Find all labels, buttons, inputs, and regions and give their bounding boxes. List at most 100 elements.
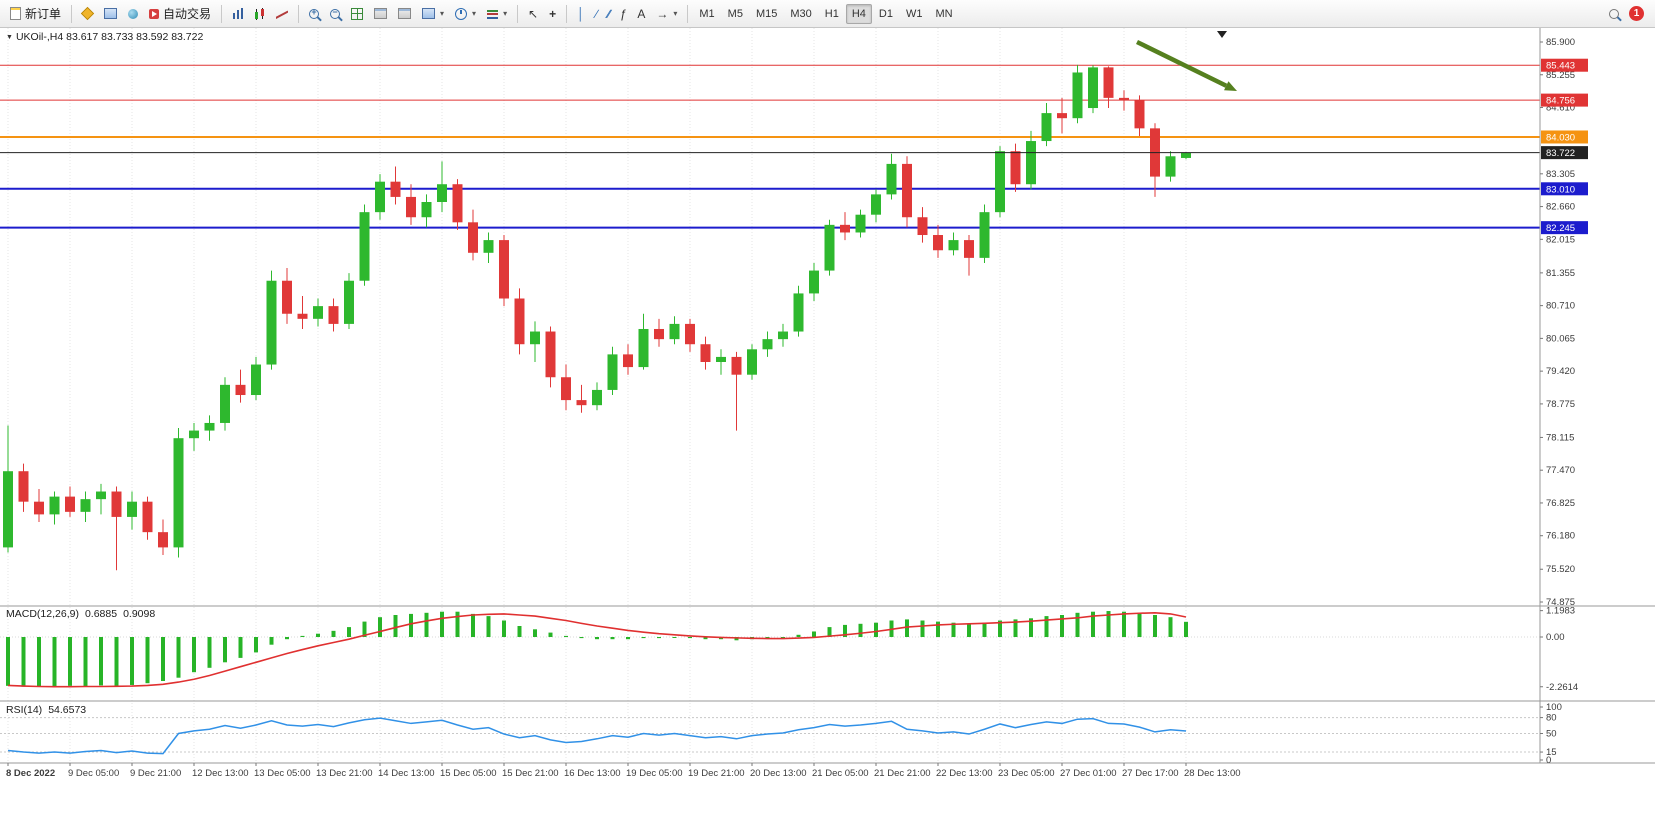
crosshair-tool-button[interactable]: + <box>544 3 561 25</box>
horizontal-lines-layer[interactable] <box>0 64 1540 229</box>
timeframe-m30-button[interactable]: M30 <box>784 4 817 24</box>
toolbar-separator <box>566 4 568 23</box>
zoom-out-button[interactable]: − <box>325 3 345 25</box>
candles-layer[interactable] <box>3 64 1191 571</box>
svg-text:81.355: 81.355 <box>1546 268 1575 279</box>
line-chart-icon <box>276 9 288 19</box>
chart-title: ▼ UKOil-,H4 83.617 83.733 83.592 83.722 <box>6 31 203 43</box>
toolbar-separator <box>517 4 519 23</box>
data-window-icon <box>104 8 118 19</box>
new-chart-icon <box>422 8 436 19</box>
chart-shift-marker-icon[interactable] <box>1217 31 1227 38</box>
svg-text:15 Dec 21:00: 15 Dec 21:00 <box>502 768 559 779</box>
arrange-windows-button[interactable] <box>393 3 416 25</box>
vertical-line-tool-button[interactable]: │ <box>572 3 590 25</box>
indicators-dropdown-button[interactable]: ▾ <box>482 3 512 25</box>
chart-title-text: UKOil-,H4 83.617 83.733 83.592 83.722 <box>15 31 204 43</box>
svg-text:1.1983: 1.1983 <box>1546 606 1575 617</box>
tile-windows-icon <box>351 7 364 20</box>
trendline-icon: ∕ <box>595 6 598 21</box>
fibonacci-tool-button[interactable]: ƒ <box>615 3 632 25</box>
svg-text:19 Dec 21:00: 19 Dec 21:00 <box>688 768 745 779</box>
price-tags: 85.443 84.756 84.030 83.722 83.010 82.245 <box>1541 58 1588 235</box>
cascade-windows-button[interactable] <box>369 3 392 25</box>
new-chart-button[interactable]: ▾ <box>417 3 449 25</box>
svg-text:84.610: 84.610 <box>1546 103 1575 114</box>
trendline-tool-button[interactable]: ∕ <box>591 3 603 25</box>
market-watch-button[interactable] <box>77 3 98 25</box>
macd-indicator-label: MACD(12,26,9) 0.6885 0.9098 <box>6 608 155 620</box>
chart-window[interactable]: 85.900 85.255 84.610 83.305 82.660 82.015 81.3… <box>0 28 1655 829</box>
zoom-in-button[interactable]: + <box>304 3 324 25</box>
crosshair-icon: + <box>549 6 557 21</box>
cursor-icon: ↖ <box>528 6 539 21</box>
zoom-in-icon: + <box>309 7 320 19</box>
data-window-button[interactable] <box>99 3 122 25</box>
macd-signal-value: 0.9098 <box>123 608 156 620</box>
rsi-indicator-label: RSI(14) 54.6573 <box>6 704 86 716</box>
svg-text:16 Dec 13:00: 16 Dec 13:00 <box>564 768 621 779</box>
toolbar-separator <box>71 4 73 23</box>
macd-axis[interactable]: 1.1983 0.00 -2.2614 <box>1540 606 1578 693</box>
svg-text:15 Dec 05:00: 15 Dec 05:00 <box>440 768 497 779</box>
svg-text:22 Dec 13:00: 22 Dec 13:00 <box>936 768 993 779</box>
time-axis[interactable]: 8 Dec 2022 9 Dec 05:00 9 Dec 21:00 12 Dec 1… <box>6 763 1241 779</box>
line-chart-button[interactable] <box>271 3 293 25</box>
chart-canvas[interactable]: 85.900 85.255 84.610 83.305 82.660 82.015 81.3… <box>0 28 1655 829</box>
svg-text:85.443: 85.443 <box>1546 61 1575 72</box>
svg-text:14 Dec 13:00: 14 Dec 13:00 <box>378 768 435 779</box>
timeframe-m5-button[interactable]: M5 <box>722 4 749 24</box>
trend-arrow[interactable] <box>1136 39 1228 88</box>
panel-separators[interactable] <box>0 28 1655 764</box>
shapes-tool-button[interactable]: → ▾ <box>651 3 682 25</box>
svg-text:83.722: 83.722 <box>1546 148 1575 159</box>
text-tool-button[interactable]: A <box>632 3 650 25</box>
svg-text:80.710: 80.710 <box>1546 301 1575 312</box>
svg-text:83.010: 83.010 <box>1546 184 1575 195</box>
bar-chart-icon <box>232 8 244 19</box>
channel-tool-button[interactable]: ∕∕ <box>604 3 614 25</box>
cursor-tool-button[interactable]: ↖ <box>523 3 543 25</box>
clock-icon <box>455 7 468 20</box>
indicators-icon <box>487 8 499 19</box>
candlestick-chart-button[interactable] <box>249 3 270 25</box>
svg-text:78.775: 78.775 <box>1546 399 1575 410</box>
svg-text:20 Dec 13:00: 20 Dec 13:00 <box>750 768 807 779</box>
svg-text:82.015: 82.015 <box>1546 234 1575 245</box>
timeframe-h1-button[interactable]: H1 <box>819 4 845 24</box>
svg-text:82.660: 82.660 <box>1546 202 1575 213</box>
tile-windows-button[interactable] <box>346 3 368 25</box>
new-order-button[interactable]: 新订单 <box>5 3 66 25</box>
toolbar-separator <box>687 4 689 23</box>
navigator-button[interactable] <box>123 3 143 25</box>
svg-text:-2.2614: -2.2614 <box>1546 682 1578 693</box>
svg-text:79.420: 79.420 <box>1546 366 1575 377</box>
annotations-layer[interactable] <box>1136 31 1237 91</box>
svg-text:75.520: 75.520 <box>1546 564 1575 575</box>
cascade-windows-icon <box>374 8 388 19</box>
period-dropdown-button[interactable]: ▾ <box>450 3 481 25</box>
notification-badge[interactable]: 1 <box>1629 6 1644 21</box>
auto-trading-icon <box>149 8 160 19</box>
price-axis[interactable]: 85.900 85.255 84.610 83.305 82.660 82.015 81.3… <box>1540 37 1575 608</box>
svg-text:9 Dec 21:00: 9 Dec 21:00 <box>130 768 181 779</box>
timeframe-m15-button[interactable]: M15 <box>750 4 783 24</box>
toolbar-separator <box>221 4 223 23</box>
timeframe-h4-button[interactable]: H4 <box>845 3 872 24</box>
auto-trading-button[interactable]: 自动交易 <box>144 3 216 25</box>
timeframe-w1-button[interactable]: W1 <box>900 4 929 24</box>
arrow-shape-icon: → <box>656 6 669 21</box>
svg-text:74.875: 74.875 <box>1546 597 1575 608</box>
timeframe-d1-button[interactable]: D1 <box>873 4 899 24</box>
timeframe-m1-button[interactable]: M1 <box>693 4 720 24</box>
text-tool-icon: A <box>637 6 646 21</box>
svg-text:76.825: 76.825 <box>1546 498 1575 509</box>
svg-text:13 Dec 21:00: 13 Dec 21:00 <box>316 768 373 779</box>
svg-text:80.065: 80.065 <box>1546 333 1575 344</box>
timeframe-mn-button[interactable]: MN <box>929 4 958 24</box>
svg-text:85.900: 85.900 <box>1546 37 1575 48</box>
search-icon[interactable] <box>1609 8 1619 19</box>
candlestick-chart-icon <box>254 7 266 20</box>
bar-chart-button[interactable] <box>227 3 248 25</box>
